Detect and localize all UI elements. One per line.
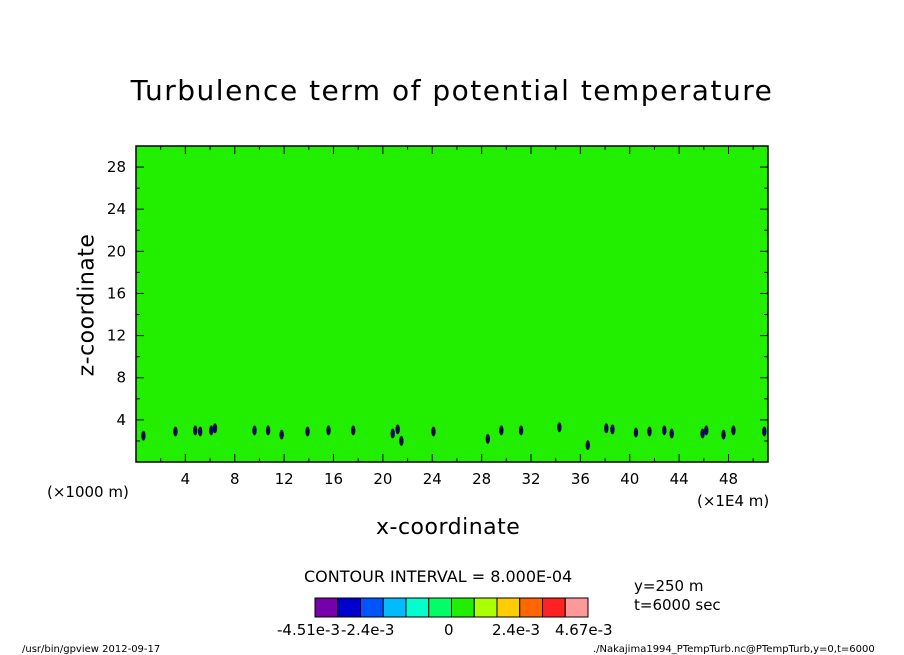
colorbar-label: 2.4e-3 bbox=[492, 621, 541, 639]
y-axis-label: z-coordinate bbox=[74, 233, 100, 377]
contour-patch-core bbox=[500, 428, 503, 434]
footer-left: /usr/bin/gpview 2012-09-17 bbox=[22, 644, 161, 655]
contour-patch-core bbox=[210, 428, 213, 434]
contour-patch-core bbox=[558, 425, 561, 431]
colorbar-label: -2.4e-3 bbox=[341, 621, 395, 639]
colorbar-cell bbox=[337, 597, 361, 618]
contour-patch-core bbox=[586, 443, 589, 449]
contour-patch-core bbox=[396, 427, 399, 433]
contour-patch-core bbox=[327, 428, 330, 434]
x-tick-label: 12 bbox=[275, 470, 294, 488]
colorbar-cell bbox=[360, 597, 384, 618]
contour-patch-core bbox=[306, 429, 309, 435]
contour-patch-core bbox=[634, 431, 638, 437]
colorbar-cell bbox=[519, 597, 543, 618]
t-info: t=6000 sec bbox=[634, 596, 721, 614]
plot-frame bbox=[135, 145, 769, 463]
x-tick-label: 48 bbox=[719, 470, 738, 488]
contour-interval-note: CONTOUR INTERVAL = 8.000E-04 bbox=[304, 567, 573, 586]
y-tick-label: 12 bbox=[107, 327, 126, 345]
contour-patch-core bbox=[280, 433, 283, 439]
colorbar-cell bbox=[428, 597, 452, 618]
contour-patch-core bbox=[519, 428, 523, 434]
plot-area bbox=[136, 146, 768, 462]
colorbar-cell bbox=[473, 597, 498, 618]
contour-patch-core bbox=[701, 432, 704, 438]
colorbar-cell bbox=[496, 597, 521, 618]
contour-patch-core bbox=[213, 426, 217, 432]
colorbar-cell bbox=[382, 597, 407, 618]
contour-patch-core bbox=[705, 428, 708, 434]
x-tick-label: 4 bbox=[181, 470, 191, 488]
contour-patch-core bbox=[432, 429, 435, 435]
contour-patch-core bbox=[352, 428, 355, 434]
contour-patch-core bbox=[391, 432, 394, 438]
colorbar-cell bbox=[314, 597, 339, 618]
contour-patch-core bbox=[400, 439, 403, 445]
contour-patch-core bbox=[670, 432, 673, 438]
colorbar-label: 4.67e-3 bbox=[555, 621, 613, 639]
x-tick-label: 28 bbox=[472, 470, 491, 488]
colorbar-cell bbox=[405, 597, 430, 618]
contour-patch-core bbox=[253, 428, 256, 434]
x-tick-label: 44 bbox=[670, 470, 689, 488]
contour-patch-core bbox=[722, 433, 725, 439]
contour-patch-core bbox=[174, 429, 177, 435]
contour-patch-core bbox=[486, 437, 489, 443]
y-tick-label: 20 bbox=[107, 242, 126, 260]
y-tick-label: 4 bbox=[116, 411, 126, 429]
y-tick-label: 16 bbox=[107, 284, 126, 302]
x-tick-label: 36 bbox=[571, 470, 590, 488]
colorbar-label: -4.51e-3 bbox=[277, 621, 340, 639]
contour-patch-core bbox=[663, 428, 666, 434]
colorbar-cell bbox=[564, 597, 589, 618]
x-tick-label: 20 bbox=[373, 470, 392, 488]
contour-patch-core bbox=[142, 434, 145, 440]
contour-patch-core bbox=[732, 428, 735, 434]
x-unit-note: (×1000 m) bbox=[47, 483, 129, 501]
chart-title: Turbulence term of potential temperature bbox=[130, 74, 774, 107]
x-axis-label: x-coordinate bbox=[376, 515, 521, 540]
colorbar-cell bbox=[451, 597, 475, 618]
contour-patch-core bbox=[648, 429, 651, 435]
colorbar-label: 0 bbox=[444, 621, 454, 639]
footer-right: ./Nakajima1994_PTempTurb.nc@PTempTurb,y=… bbox=[593, 644, 875, 655]
x-tick-label: 8 bbox=[230, 470, 240, 488]
contour-patch-core bbox=[194, 428, 197, 434]
y-tick-label: 28 bbox=[107, 158, 126, 176]
x-tick-label: 24 bbox=[423, 470, 442, 488]
y-tick-label: 8 bbox=[116, 369, 126, 387]
contour-patch-core bbox=[266, 428, 270, 434]
x-tick-label: 16 bbox=[324, 470, 343, 488]
x-scale-note: (×1E4 m) bbox=[697, 492, 770, 510]
contour-patch-core bbox=[198, 429, 202, 435]
x-tick-label: 32 bbox=[521, 470, 540, 488]
contour-patch-core bbox=[763, 429, 766, 435]
y-tick-label: 24 bbox=[107, 200, 126, 218]
x-tick-label: 40 bbox=[620, 470, 639, 488]
contour-patch-core bbox=[611, 427, 614, 433]
y-info: y=250 m bbox=[634, 577, 704, 595]
colorbar-cell bbox=[542, 597, 566, 618]
contour-patch-core bbox=[605, 426, 608, 432]
